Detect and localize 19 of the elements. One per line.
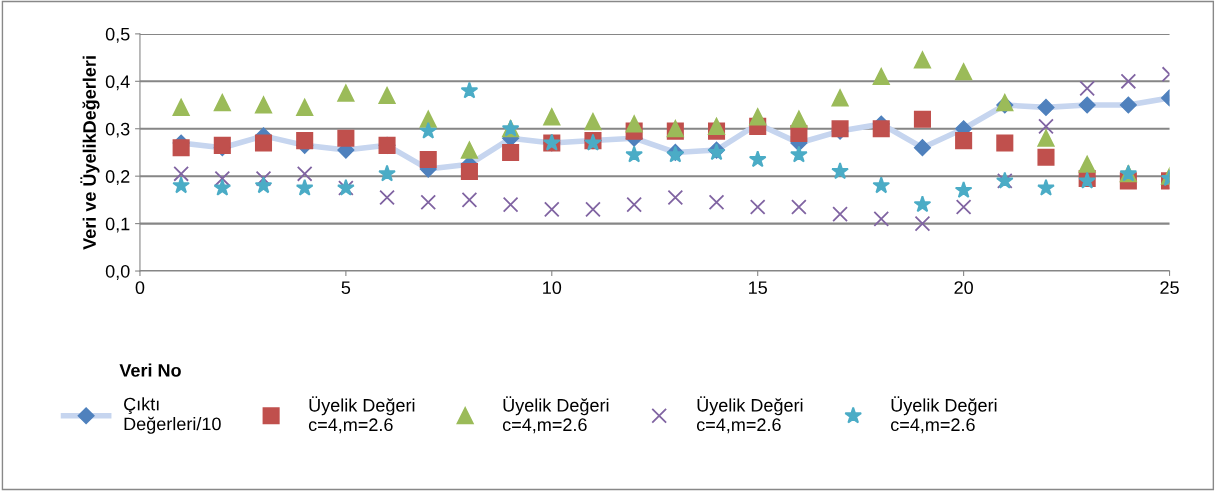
legend-label: Üyelik Değeri c=4,m=2.6	[502, 396, 609, 434]
x-tick-label: 0	[135, 281, 145, 295]
legend-label: Çıktı Değerleri/10	[124, 397, 221, 434]
x-tick-label: 20	[954, 281, 973, 295]
y-tick-label: 0,2	[105, 170, 130, 186]
y-tick-label: 0,3	[105, 122, 130, 138]
x-tick-label: 5	[341, 281, 351, 295]
y-tick-label: 0,4	[105, 75, 130, 91]
y-tick-label: 0,1	[105, 217, 130, 233]
legend-label: Üyelik Değeri c=4,m=2.6	[890, 396, 997, 434]
x-tick-label: 25	[1160, 281, 1179, 295]
x-axis-title: Veri No	[119, 363, 181, 377]
x-tick-label: 15	[749, 281, 767, 295]
x-tick-label: 10	[543, 281, 562, 295]
legend-label: Üyelik Değeri c=4,m=2.6	[308, 396, 415, 434]
y-tick-label: 0,0	[105, 264, 130, 280]
legend-label: Üyelik Değeri c=4,m=2.6	[696, 396, 803, 434]
y-tick-label: 0,5	[105, 27, 130, 43]
y-axis-title: Veri ve ÜyelikDeğerleri	[80, 56, 100, 250]
